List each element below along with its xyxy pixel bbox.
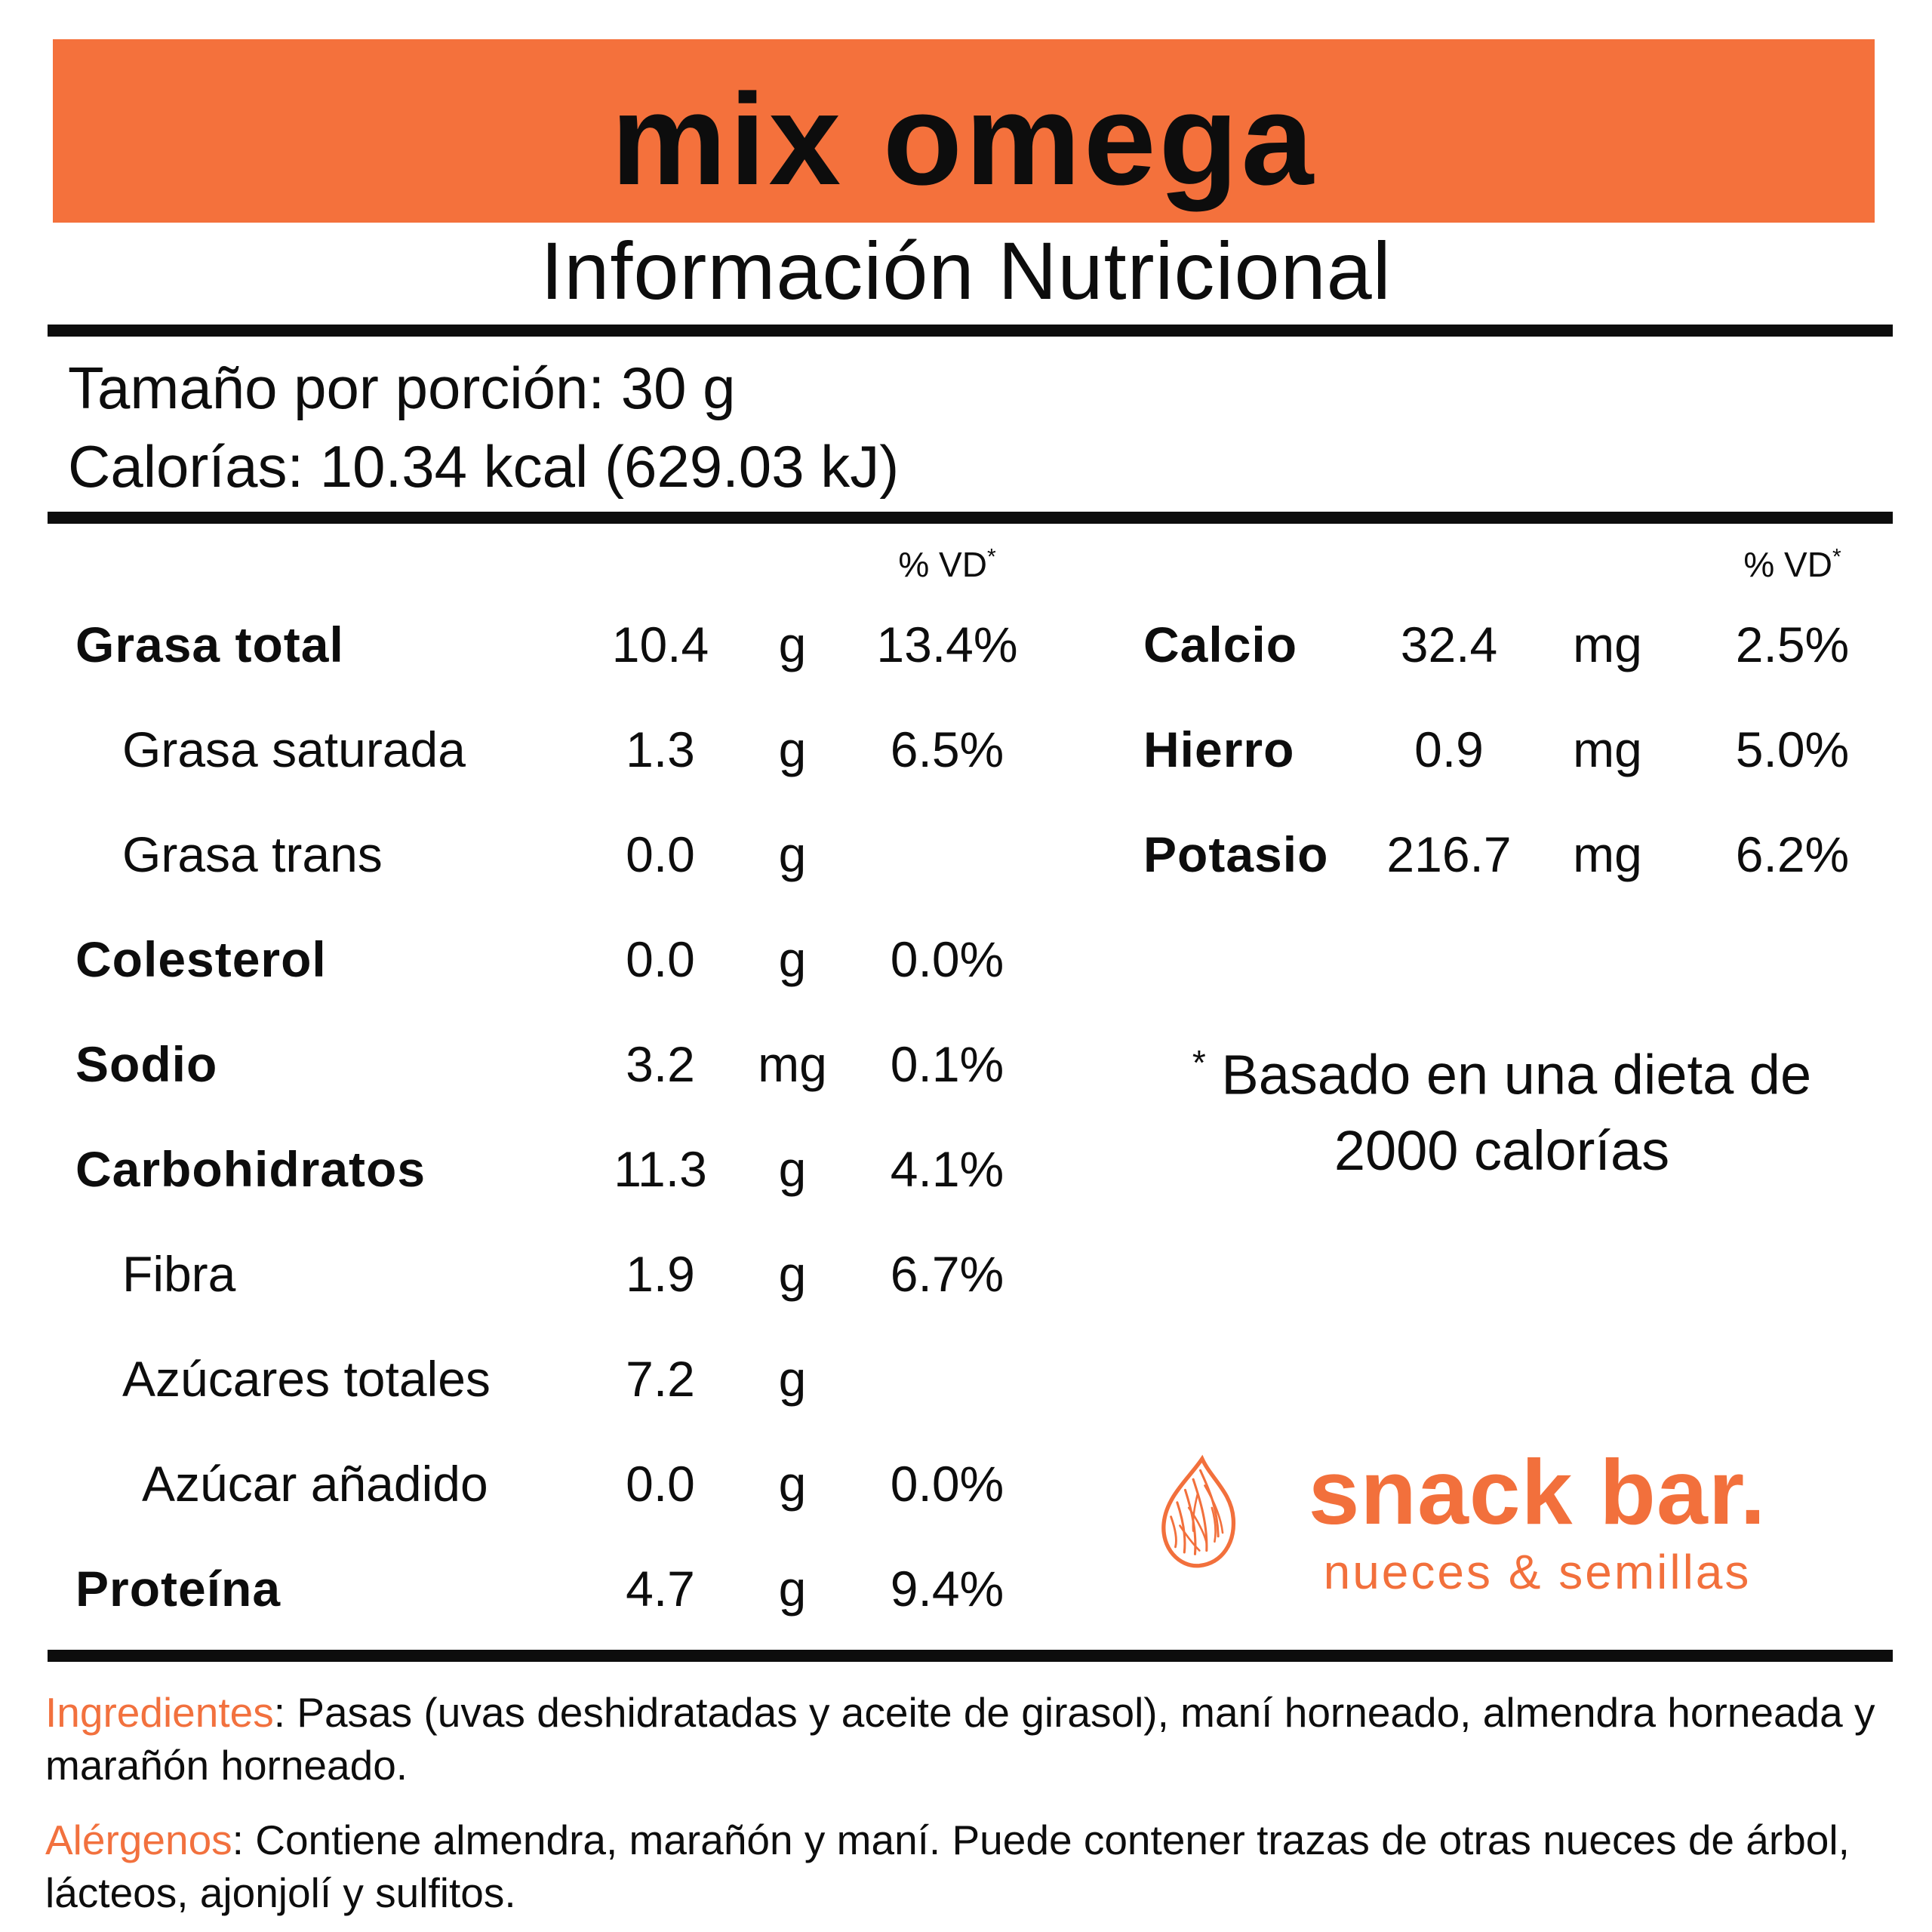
nutrient-value: 4.7: [626, 1560, 695, 1617]
nutrient-dv: 0.1%: [890, 1035, 1004, 1092]
nutrient-dv: 6.7%: [890, 1245, 1004, 1302]
nutrient-label: Proteína: [75, 1560, 281, 1617]
nutrient-dv: 5.0%: [1735, 721, 1850, 777]
nutrient-table-left: % VD* Grasa total 10.4 g 13.4% Grasa sat…: [75, 537, 1034, 1641]
nutrient-value: 0.0: [626, 1455, 695, 1512]
legal-text: Ingredientes: Pasas (uvas deshidratadas …: [45, 1686, 1896, 1932]
footnote-line1: Basado en una dieta de: [1221, 1043, 1812, 1106]
nutrient-unit: mg: [1573, 616, 1642, 672]
nutrient-label: Carbohidratos: [75, 1140, 426, 1197]
table-left-header: % VD*: [75, 537, 1034, 592]
nutrient-dv: 9.4%: [890, 1560, 1004, 1617]
nutrient-unit: g: [778, 1245, 807, 1302]
nutrient-label: Hierro: [1143, 721, 1295, 777]
nutrient-row: Grasa saturada 1.3 g 6.5%: [75, 697, 1034, 801]
nutrient-row: Grasa trans 0.0 g: [75, 801, 1034, 906]
label-subtitle: Información Nutricional: [540, 225, 1392, 316]
nutrient-dv: 13.4%: [876, 616, 1018, 672]
daily-value-header-asterisk: *: [986, 544, 996, 570]
nutrient-label: Calcio: [1143, 616, 1298, 672]
nutrient-label: Grasa saturada: [122, 721, 466, 777]
nutrient-unit: mg: [758, 1035, 827, 1092]
allergens-paragraph: Alérgenos: Contiene almendra, marañón y …: [45, 1814, 1896, 1920]
nutrient-row: Carbohidratos 11.3 g 4.1%: [75, 1116, 1034, 1221]
nutrient-row: Grasa total 10.4 g 13.4%: [75, 592, 1034, 697]
nutrient-dv: 6.2%: [1735, 826, 1850, 882]
nutrient-unit: mg: [1573, 826, 1642, 882]
nutrient-unit: g: [778, 616, 807, 672]
nutrient-unit: g: [778, 1455, 807, 1512]
daily-value-header: % VD*: [1694, 544, 1890, 585]
nutrient-value: 0.0: [626, 931, 695, 987]
nutrient-value: 0.9: [1414, 721, 1484, 777]
daily-value-header-text: % VD: [898, 545, 987, 584]
nutrient-row: Azúcares totales 7.2 g: [75, 1326, 1034, 1431]
nutrient-dv: 6.5%: [890, 721, 1004, 777]
nutrient-dv: 4.1%: [890, 1140, 1004, 1197]
nutrient-label: Azúcar añadido: [142, 1455, 488, 1512]
serving-info: Tamaño por porción: 30 g Calorías: 10.34…: [68, 349, 899, 506]
product-title: mix omega: [611, 66, 1317, 212]
nutrient-label: Azúcares totales: [122, 1350, 491, 1407]
nutrient-label: Potasio: [1143, 826, 1329, 882]
nutrient-value: 216.7: [1386, 826, 1512, 882]
nutrient-unit: mg: [1573, 721, 1642, 777]
ingredients-paragraph: Ingredientes: Pasas (uvas deshidratadas …: [45, 1686, 1896, 1792]
nutrient-label: Grasa trans: [122, 826, 383, 882]
divider-top: [48, 325, 1893, 337]
brand-text: snack bar. nueces & semillas: [1257, 1443, 1817, 1600]
brand-tagline: nueces & semillas: [1323, 1545, 1752, 1599]
nutrient-label: Sodio: [75, 1035, 218, 1092]
divider-serving: [48, 512, 1893, 524]
nutrient-row: Potasio 216.7 mg 6.2%: [1143, 801, 1890, 906]
nutrient-value: 32.4: [1400, 616, 1498, 672]
daily-value-header-text: % VD: [1743, 545, 1832, 584]
nutrient-value: 1.9: [626, 1245, 695, 1302]
nutrient-label: Grasa total: [75, 616, 344, 672]
ingredients-label: Ingredientes: [45, 1689, 274, 1736]
table-right-header: % VD*: [1143, 537, 1890, 592]
nutrient-dv: 0.0%: [890, 931, 1004, 987]
allergens-label: Alérgenos: [45, 1816, 232, 1863]
nutrient-row: Fibra 1.9 g 6.7%: [75, 1221, 1034, 1326]
daily-value-header: % VD*: [860, 544, 1034, 585]
nutrient-unit: g: [778, 721, 807, 777]
nutrient-unit: g: [778, 1560, 807, 1617]
nutrient-row: Calcio 32.4 mg 2.5%: [1143, 592, 1890, 697]
calories-line: Calorías: 10.34 kcal (629.03 kJ): [68, 433, 900, 500]
brand-name: snack bar.: [1308, 1441, 1767, 1543]
nutrient-dv: 0.0%: [890, 1455, 1004, 1512]
nutrient-value: 7.2: [626, 1350, 695, 1407]
daily-value-footnote: * Basado en una dieta de 2000 calorías: [1109, 1025, 1894, 1189]
nutrient-row: Proteína 4.7 g 9.4%: [75, 1536, 1034, 1641]
nutrient-value: 10.4: [611, 616, 709, 672]
footnote-line2: 2000 calorías: [1334, 1118, 1670, 1182]
nutrient-unit: g: [778, 1350, 807, 1407]
nutrient-label: Colesterol: [75, 931, 327, 987]
brand-logo: snack bar. nueces & semillas: [1153, 1443, 1817, 1617]
almond-icon: [1161, 1454, 1236, 1568]
nutrient-value: 1.3: [626, 721, 695, 777]
nutrient-dv: 2.5%: [1735, 616, 1850, 672]
divider-bottom: [48, 1650, 1893, 1662]
nutrient-row: Hierro 0.9 mg 5.0%: [1143, 697, 1890, 801]
nutrient-row: Colesterol 0.0 g 0.0%: [75, 906, 1034, 1011]
nutrient-value: 0.0: [626, 826, 695, 882]
nutrient-table-right: % VD* Calcio 32.4 mg 2.5% Hierro 0.9 mg …: [1143, 537, 1890, 906]
allergens-text: : Contiene almendra, marañón y maní. Pue…: [45, 1816, 1850, 1917]
nutrient-unit: g: [778, 931, 807, 987]
nutrient-unit: g: [778, 1140, 807, 1197]
nutrient-row: Sodio 3.2 mg 0.1%: [75, 1011, 1034, 1116]
serving-size-line: Tamaño por porción: 30 g: [68, 355, 736, 421]
nutrient-value: 11.3: [614, 1140, 707, 1197]
daily-value-header-asterisk: *: [1832, 544, 1841, 570]
footnote-asterisk: *: [1192, 1043, 1206, 1082]
nutrient-row: Azúcar añadido 0.0 g 0.0%: [75, 1431, 1034, 1536]
title-banner: mix omega: [53, 39, 1875, 223]
nutrient-unit: g: [778, 826, 807, 882]
nutrient-value: 3.2: [626, 1035, 695, 1092]
nutrient-label: Fibra: [122, 1245, 236, 1302]
ingredients-text: : Pasas (uvas deshidratadas y aceite de …: [45, 1689, 1875, 1789]
